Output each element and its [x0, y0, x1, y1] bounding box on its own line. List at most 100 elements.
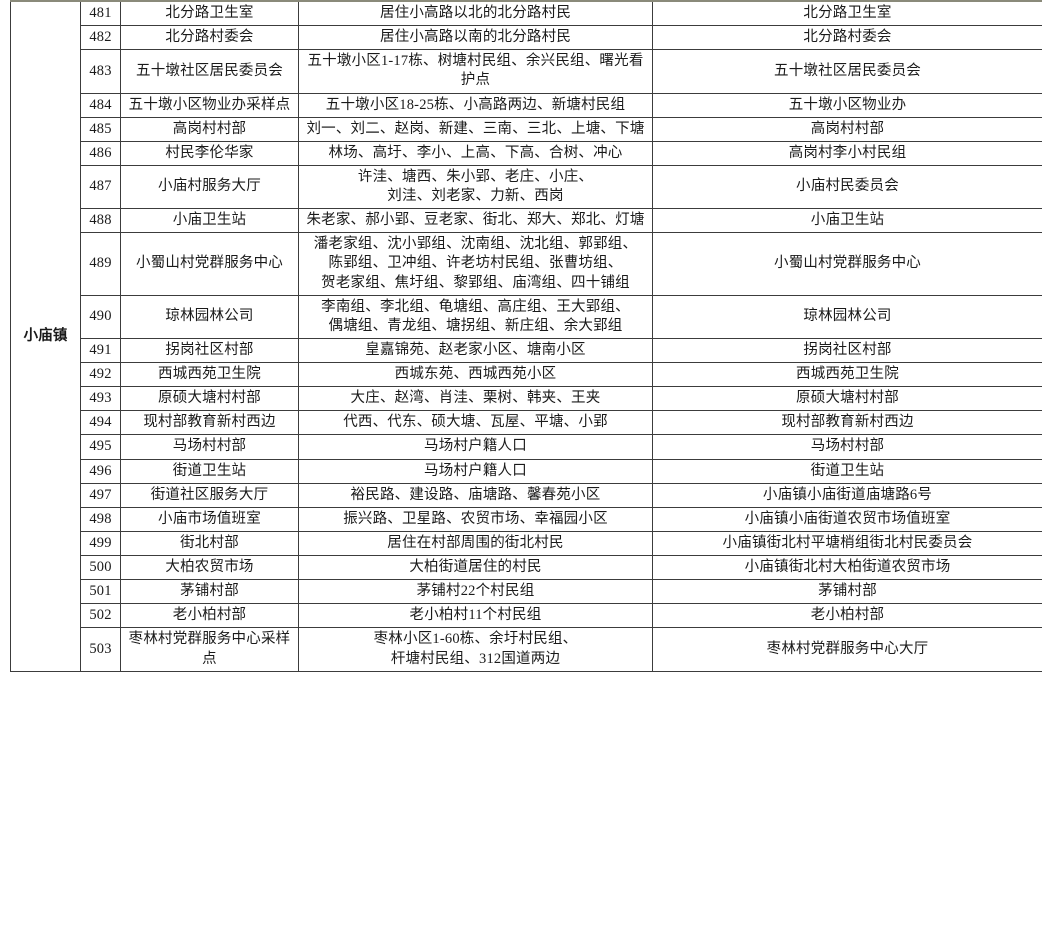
- site-address-cell: 小庙村民委员会: [652, 164, 1042, 210]
- coverage-cell: 皇嘉锦苑、赵老家小区、塘南小区: [298, 337, 653, 364]
- row-number-cell: 492: [80, 361, 121, 388]
- coverage-cell: 居住小高路以南的北分路村民: [298, 25, 653, 51]
- row-number-cell: 487: [80, 164, 121, 210]
- row-number-cell: 486: [80, 140, 121, 166]
- coverage-cell: 老小柏村11个村民组: [298, 603, 653, 629]
- site-address-cell: 街道卫生站: [652, 458, 1042, 484]
- site-name-cell: 小庙卫生站: [120, 208, 299, 234]
- site-name-cell: 街北村部: [120, 530, 299, 557]
- coverage-cell: 五十墩小区1-17栋、树塘村民组、余兴民组、曙光看护点: [298, 49, 653, 94]
- table-row: 482 北分路村委会 居住小高路以南的北分路村民 北分路村委会: [11, 25, 1042, 51]
- site-name-cell: 现村部教育新村西边: [120, 410, 299, 436]
- row-number-cell: 489: [80, 232, 121, 296]
- site-name-cell: 拐岗社区村部: [120, 337, 299, 364]
- table-row: 490 琼林园林公司 李南组、李北组、龟塘组、高庄组、王大郢组、 偶塘组、青龙组、塘…: [11, 294, 1042, 339]
- table-row: 496 街道卫生站 马场村户籍人口 街道卫生站: [11, 458, 1042, 484]
- row-number-cell: 496: [80, 458, 121, 484]
- site-name-cell: 五十墩小区物业办采样点: [120, 92, 299, 118]
- site-name-cell: 小蜀山村党群服务中心: [120, 232, 299, 296]
- site-name-cell: 茅铺村部: [120, 579, 299, 605]
- site-address-cell: 琼林园林公司: [652, 294, 1042, 339]
- row-number-cell: 494: [80, 410, 121, 436]
- coverage-cell: 朱老家、郝小郢、豆老家、街北、郑大、郑北、灯塘: [298, 208, 653, 234]
- site-address-cell: 北分路卫生室: [652, 0, 1042, 27]
- row-number-cell: 503: [80, 627, 121, 672]
- coverage-cell: 李南组、李北组、龟塘组、高庄组、王大郢组、 偶塘组、青龙组、塘拐组、新庄组、余大…: [298, 294, 653, 339]
- site-address-cell: 小庙镇街北村大柏街道农贸市场: [652, 554, 1042, 581]
- table-row: 488 小庙卫生站 朱老家、郝小郢、豆老家、街北、郑大、郑北、灯塘 小庙卫生站: [11, 208, 1042, 234]
- site-address-cell: 小庙镇街北村平塘梢组街北村民委员会: [652, 530, 1042, 557]
- site-name-cell: 村民李伦华家: [120, 140, 299, 166]
- row-number-cell: 501: [80, 579, 121, 605]
- table-row: 497 街道社区服务大厅 裕民路、建设路、庙塘路、馨春苑小区 小庙镇小庙街道庙塘路6号: [11, 482, 1042, 508]
- coverage-cell: 枣林小区1-60栋、余圩村民组、 杆塘村民组、312国道两边: [298, 627, 653, 672]
- site-name-cell: 小庙市场值班室: [120, 506, 299, 532]
- row-number-cell: 490: [80, 294, 121, 339]
- site-address-cell: 拐岗社区村部: [652, 337, 1042, 364]
- table-row: 483 五十墩社区居民委员会 五十墩小区1-17栋、树塘村民组、余兴民组、曙光看护点…: [11, 49, 1042, 94]
- coverage-cell: 代西、代东、硕大塘、瓦屋、平塘、小郢: [298, 410, 653, 436]
- site-name-cell: 大柏农贸市场: [120, 554, 299, 581]
- site-address-cell: 高岗村村部: [652, 116, 1042, 142]
- row-number-cell: 493: [80, 386, 121, 412]
- table-row: 小庙镇 481 北分路卫生室 居住小高路以北的北分路村民 北分路卫生室: [10, 0, 1042, 672]
- site-address-cell: 小庙镇小庙街道农贸市场值班室: [652, 506, 1042, 532]
- site-name-cell: 高岗村村部: [120, 116, 299, 142]
- site-address-cell: 现村部教育新村西边: [652, 410, 1042, 436]
- table-row: 495 马场村村部 马场村户籍人口 马场村村部: [11, 434, 1042, 460]
- coverage-cell: 马场村户籍人口: [298, 458, 653, 484]
- coverage-cell: 刘一、刘二、赵岗、新建、三南、三北、上塘、下塘: [298, 116, 653, 142]
- town-name-cell: 小庙镇: [10, 0, 81, 672]
- table-row: 486 村民李伦华家 林场、高圩、李小、上高、下高、合树、冲心 高岗村李小村民组: [11, 140, 1042, 166]
- coverage-cell: 振兴路、卫星路、农贸市场、幸福园小区: [298, 506, 653, 532]
- site-address-cell: 小庙卫生站: [652, 208, 1042, 234]
- row-number-cell: 488: [80, 208, 121, 234]
- site-address-cell: 小蜀山村党群服务中心: [652, 232, 1042, 296]
- row-number-cell: 485: [80, 116, 121, 142]
- site-name-cell: 枣林村党群服务中心采样点: [120, 627, 299, 672]
- site-name-cell: 北分路村委会: [120, 25, 299, 51]
- coverage-cell: 五十墩小区18-25栋、小高路两边、新塘村民组: [298, 92, 653, 118]
- row-number-cell: 500: [80, 554, 121, 581]
- table-row: 487 小庙村服务大厅 许洼、塘西、朱小郢、老庄、小庄、 刘洼、刘老家、力新、西岗小…: [11, 164, 1042, 210]
- table-row: 498 小庙市场值班室 振兴路、卫星路、农贸市场、幸福园小区 小庙镇小庙街道农贸市场值…: [11, 506, 1042, 532]
- coverage-cell: 许洼、塘西、朱小郢、老庄、小庄、 刘洼、刘老家、力新、西岗: [298, 164, 653, 210]
- sampling-site-table: 小庙镇 481 北分路卫生室 居住小高路以北的北分路村民 北分路卫生室 482 北分路村委会…: [10, 0, 1042, 672]
- row-number-cell: 491: [80, 337, 121, 364]
- table-row: 499 街北村部 居住在村部周围的街北村民 小庙镇街北村平塘梢组街北村民委员会: [11, 530, 1042, 557]
- site-name-cell: 五十墩社区居民委员会: [120, 49, 299, 94]
- coverage-cell: 大柏街道居住的村民: [298, 554, 653, 581]
- table-row: 493 原硕大塘村村部 大庄、赵湾、肖洼、栗树、韩夹、王夹 原硕大塘村村部: [11, 386, 1042, 412]
- site-name-cell: 小庙村服务大厅: [120, 164, 299, 210]
- coverage-cell: 居住小高路以北的北分路村民: [298, 0, 653, 27]
- row-number-cell: 499: [80, 530, 121, 557]
- coverage-cell: 茅铺村22个村民组: [298, 579, 653, 605]
- table-row: 491 拐岗社区村部 皇嘉锦苑、赵老家小区、塘南小区 拐岗社区村部: [11, 337, 1042, 364]
- site-address-cell: 枣林村党群服务中心大厅: [652, 627, 1042, 672]
- site-address-cell: 马场村村部: [652, 434, 1042, 460]
- table-row: 500 大柏农贸市场 大柏街道居住的村民 小庙镇街北村大柏街道农贸市场: [11, 554, 1042, 581]
- site-name-cell: 街道社区服务大厅: [120, 482, 299, 508]
- row-number-cell: 483: [80, 49, 121, 94]
- row-number-cell: 498: [80, 506, 121, 532]
- site-address-cell: 西城西苑卫生院: [652, 361, 1042, 388]
- site-name-cell: 马场村村部: [120, 434, 299, 460]
- row-number-cell: 495: [80, 434, 121, 460]
- table-row: 503 枣林村党群服务中心采样点 枣林小区1-60栋、余圩村民组、 杆塘村民组、31…: [11, 627, 1042, 672]
- row-number-cell: 497: [80, 482, 121, 508]
- site-name-cell: 原硕大塘村村部: [120, 386, 299, 412]
- site-address-cell: 原硕大塘村村部: [652, 386, 1042, 412]
- table-body: 小庙镇 481 北分路卫生室 居住小高路以北的北分路村民 北分路卫生室 482 北分路村委会…: [10, 0, 1042, 672]
- coverage-cell: 马场村户籍人口: [298, 434, 653, 460]
- coverage-cell: 居住在村部周围的街北村民: [298, 530, 653, 557]
- site-address-cell: 高岗村李小村民组: [652, 140, 1042, 166]
- coverage-cell: 西城东苑、西城西苑小区: [298, 361, 653, 388]
- table-row: 489 小蜀山村党群服务中心 潘老家组、沈小郢组、沈南组、沈北组、郭郢组、 陈郢组、…: [11, 232, 1042, 296]
- site-name-cell: 西城西苑卫生院: [120, 361, 299, 388]
- row-number-cell: 502: [80, 603, 121, 629]
- row-number-cell: 481: [80, 0, 121, 27]
- row-number-cell: 482: [80, 25, 121, 51]
- site-name-cell: 街道卫生站: [120, 458, 299, 484]
- table-row: 492 西城西苑卫生院 西城东苑、西城西苑小区 西城西苑卫生院: [11, 361, 1042, 388]
